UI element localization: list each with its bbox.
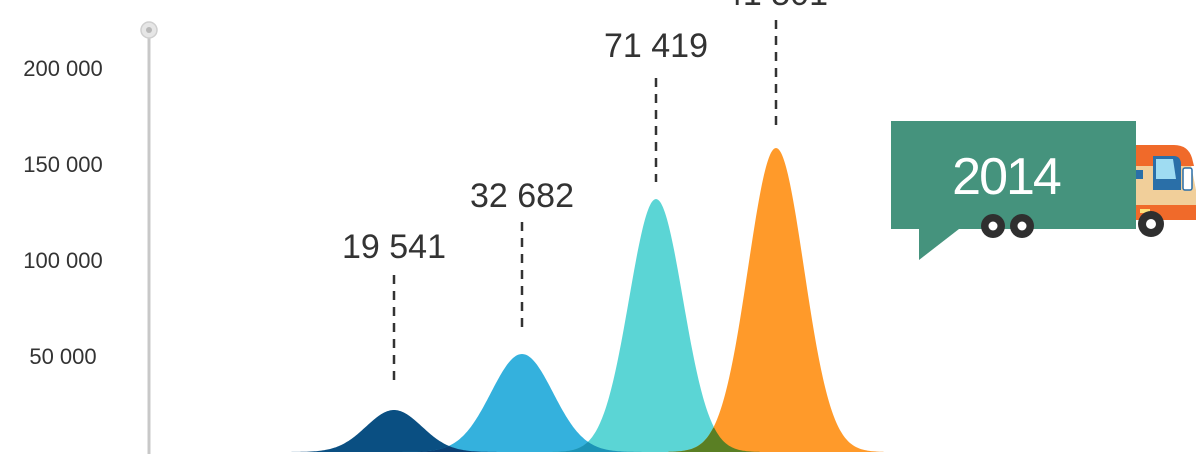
peak-value-label: 32 682 — [470, 177, 574, 215]
year-badge: 2014 — [891, 121, 1136, 260]
y-tick-label: 100 000 — [23, 248, 103, 273]
peak-area — [402, 354, 642, 452]
area-series — [286, 148, 884, 452]
overlap-area — [668, 427, 760, 452]
y-tick-label: 50 000 — [29, 344, 96, 369]
overlap-regions — [402, 427, 760, 452]
peak-value-label: 71 419 — [604, 27, 708, 65]
year-badge-label: 2014 — [952, 148, 1061, 206]
data-labels: 19 541 32 682 71 419 41 501 — [342, 0, 828, 380]
overlap-area — [552, 441, 642, 452]
y-tick-label: 150 000 — [23, 152, 103, 177]
y-axis — [140, 21, 158, 454]
y-tick-label: 200 000 — [23, 56, 103, 81]
peak-value-label: 19 541 — [342, 228, 446, 266]
peak-area — [286, 410, 502, 452]
axis-top-knob-dot — [146, 27, 152, 33]
peak-area — [668, 148, 884, 452]
delivery-truck-icon — [981, 145, 1196, 238]
peak-area — [552, 199, 760, 452]
year-badge-box — [891, 121, 1136, 229]
overlap-area — [402, 446, 502, 452]
year-badge-tail — [919, 229, 959, 260]
peak-value-label: 41 501 — [724, 0, 828, 13]
y-tick-labels: 200 000 150 000 100 000 50 000 — [23, 56, 103, 369]
